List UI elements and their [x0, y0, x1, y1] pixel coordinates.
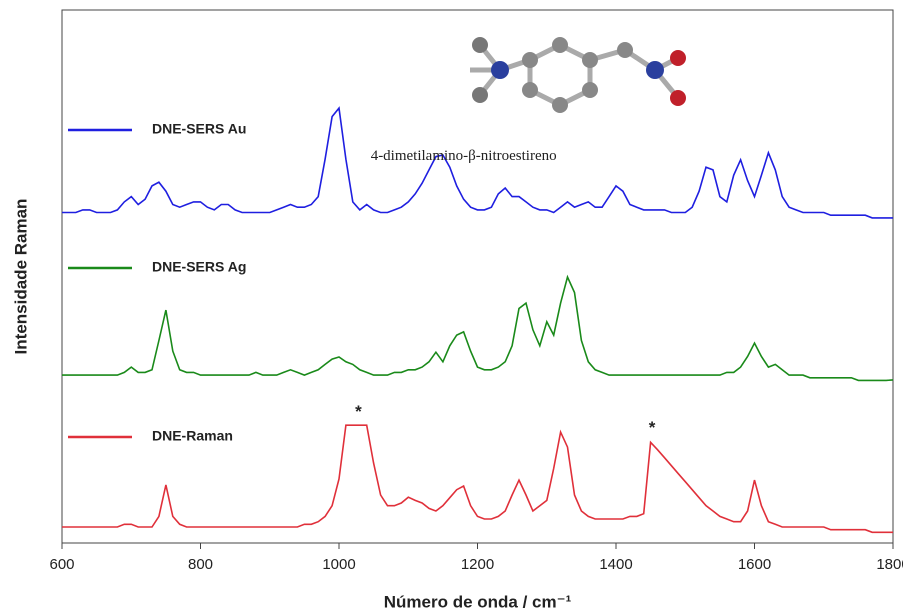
legend-label: DNE-SERS Ag	[152, 259, 246, 275]
x-axis-label: Número de onda / cm⁻¹	[384, 592, 572, 611]
legend-label: DNE-Raman	[152, 428, 233, 444]
x-tick-label: 1600	[738, 556, 771, 573]
x-tick-label: 1200	[461, 556, 494, 573]
chart: 600 800 1000 1200 1400 1600 1800 Número de onda…	[0, 0, 903, 615]
y-axis-label: Intensidade Raman	[11, 199, 30, 355]
legend-label: DNE-SERS Au	[152, 121, 246, 137]
x-tick-label: 1400	[599, 556, 632, 573]
x-tick-label: 1000	[322, 556, 355, 573]
x-tick-label: 600	[49, 556, 74, 573]
annotation: *	[355, 402, 362, 421]
x-tick-label: 800	[188, 556, 213, 573]
annotation: *	[649, 418, 656, 437]
annotation: 4-dimetilamino-β-nitroestireno	[371, 148, 557, 164]
x-tick-label: 1800	[876, 556, 903, 573]
